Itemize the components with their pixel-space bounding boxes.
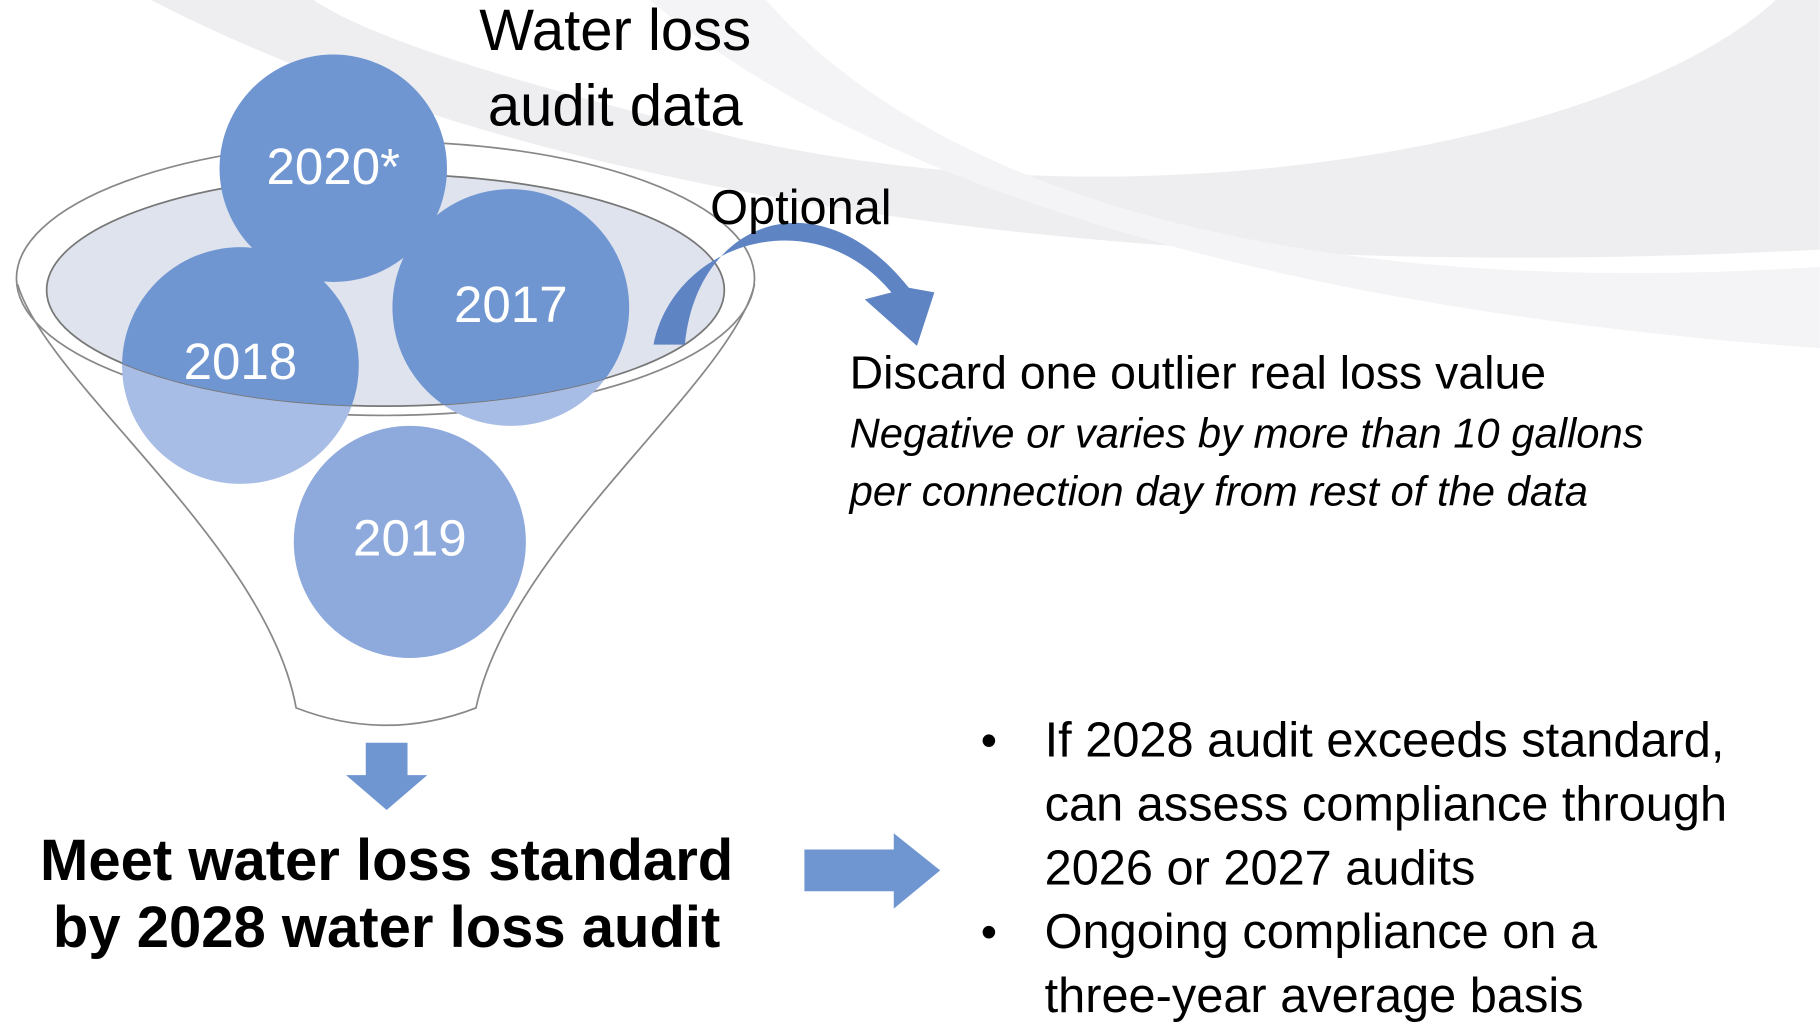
bullet-text: 2026 or 2027 audits <box>1045 841 1476 895</box>
year-label: 2018 <box>184 333 298 390</box>
outcome-statement: by 2028 water loss audit <box>53 895 720 960</box>
discard-heading: Discard one outlier real loss value <box>850 346 1546 398</box>
right-arrow <box>804 833 940 908</box>
discard-note: Negative or varies by more than 10 gallo… <box>850 409 1644 456</box>
discard-note: per connection day from rest of the data <box>848 467 1588 514</box>
bullet-text: If 2028 audit exceeds standard, <box>1045 714 1725 768</box>
bullet-marker: • <box>981 906 997 958</box>
bullet-marker: • <box>981 714 997 766</box>
slide: Water loss audit data 2020* 2017 2018 20… <box>0 0 1820 1027</box>
bullet-text: can assess compliance through <box>1045 778 1727 832</box>
funnel-title: Water loss <box>479 0 751 63</box>
bullet-text: Ongoing compliance on a <box>1045 905 1598 959</box>
year-label: 2019 <box>353 509 467 566</box>
optional-label: Optional <box>710 181 891 235</box>
down-arrow <box>346 743 427 810</box>
year-label: 2020* <box>267 138 401 195</box>
outcome-statement: Meet water loss standard <box>40 828 733 893</box>
funnel-title: audit data <box>488 74 744 139</box>
bullet-text: three-year average basis <box>1045 969 1584 1023</box>
year-label: 2017 <box>454 276 568 333</box>
